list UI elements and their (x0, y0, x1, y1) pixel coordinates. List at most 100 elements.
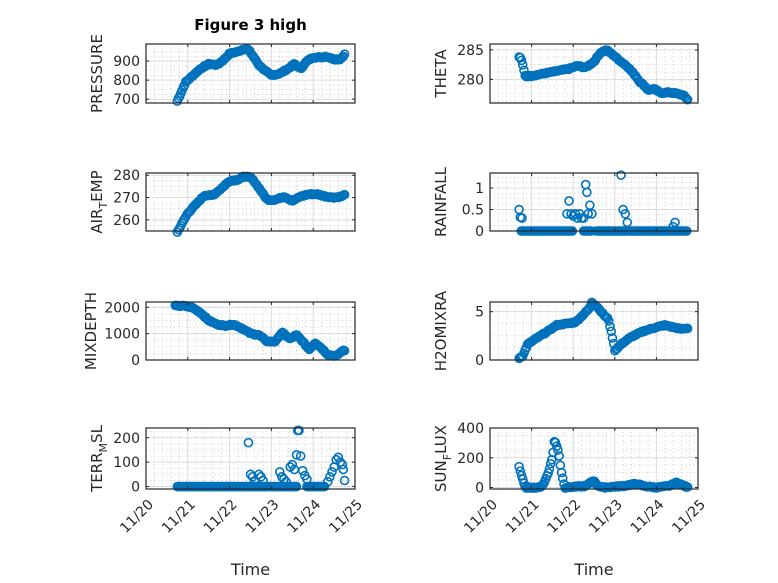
panel-h2omixra: 0 5 H2OMIXRA (432, 290, 699, 371)
data-point (258, 475, 268, 486)
y-tick-label: 200 (457, 451, 484, 467)
x-tick-label: 11/24 (284, 497, 324, 537)
y-label-subscript: T (97, 202, 110, 210)
axes-box (489, 172, 699, 232)
axes-box (489, 427, 699, 490)
y-axis-label: TERRMSL (88, 424, 110, 493)
data-point (517, 213, 527, 223)
data-point (604, 316, 614, 326)
data-point (682, 323, 693, 334)
series-terr_msl (172, 425, 350, 492)
y-label-text: MIXDEPTH (82, 292, 100, 370)
y-tick-label: 0.5 (462, 203, 484, 219)
data-point (556, 467, 567, 478)
data-point (297, 465, 308, 476)
y-label-subscript: F (441, 454, 454, 460)
data-point (682, 94, 693, 105)
y-axis-label: SUNFLUX (432, 425, 454, 492)
data-point (585, 200, 595, 211)
x-axis-label: Time (230, 560, 270, 579)
y-tick-label: 285 (457, 43, 484, 59)
y-axis-label: MIXDEPTH (82, 292, 100, 370)
data-point (583, 209, 593, 219)
data-point (553, 445, 563, 455)
x-tick-label: 11/23 (586, 497, 626, 537)
y-tick-label: 1 (475, 181, 484, 197)
y-label-text: AIR (88, 209, 106, 234)
figure-title: Figure 3 high (194, 16, 307, 34)
series-h2omixra (514, 297, 693, 364)
x-tick-label: 11/20 (461, 497, 501, 537)
series-pressure (172, 44, 350, 106)
data-point (291, 450, 302, 460)
data-point (680, 92, 690, 102)
y-tick-label: 1000 (104, 327, 140, 343)
data-point (294, 425, 304, 436)
data-point (279, 474, 289, 485)
panel-theta: 280 285 THETA (432, 43, 699, 105)
data-point (554, 451, 564, 461)
series-mixdepth (170, 300, 350, 361)
x-tick-label: 11/25 (326, 497, 366, 537)
y-axis-label: H2OMIXRA (432, 290, 450, 371)
y-tick-label: 900 (113, 54, 140, 70)
data-point (543, 468, 554, 478)
y-tick-label: 0 (131, 353, 140, 369)
y-label-text: H2OMIXRA (432, 290, 450, 371)
data-point (327, 467, 337, 477)
y-label-text: EMP (88, 170, 106, 201)
series-sun_flux (514, 436, 693, 493)
y-axis-label: THETA (432, 49, 450, 99)
data-point (274, 467, 285, 477)
data-point (616, 170, 626, 180)
y-axis-label: RAINFALL (432, 166, 450, 237)
data-point (339, 475, 350, 486)
y-tick-label: 270 (113, 191, 140, 207)
x-axis-label: Time (573, 560, 613, 579)
data-point (620, 209, 631, 219)
panel-rainfall: 0 0.5 1 RAINFALL (432, 166, 699, 240)
axes-box (145, 43, 356, 104)
y-tick-label: 700 (113, 92, 140, 108)
y-tick-label: 0 (475, 353, 484, 369)
data-point (607, 333, 618, 343)
y-label-text: SUN (432, 460, 450, 492)
data-point (587, 209, 597, 219)
y-tick-label: 0 (475, 481, 484, 497)
data-point (564, 196, 574, 206)
data-point (283, 481, 293, 492)
data-point (670, 217, 680, 228)
data-point (582, 187, 592, 198)
y-tick-label: 280 (457, 72, 484, 88)
y-axis-label: PRESSURE (88, 34, 106, 113)
data-point (339, 49, 350, 59)
y-label-text: TERR (88, 452, 106, 493)
panel-pressure: 700 800 900 PRESSURE Figure 3 high (88, 16, 356, 113)
data-point (302, 474, 312, 485)
data-point (606, 326, 617, 337)
y-label-text: SL (88, 424, 106, 443)
data-point (682, 482, 693, 492)
series-air_temp (172, 171, 350, 237)
data-point (514, 461, 524, 472)
x-tick-label: 11/22 (544, 497, 584, 537)
y-tick-label: 0 (131, 480, 140, 496)
data-point (545, 458, 556, 469)
data-point (281, 476, 291, 487)
x-tick-label: 11/20 (117, 497, 157, 537)
x-tick-label: 11/23 (243, 497, 283, 537)
y-axis-label: AIRTEMP (88, 170, 110, 233)
y-tick-label: 0 (475, 224, 484, 240)
y-tick-label: 100 (113, 455, 140, 471)
data-point (337, 459, 348, 470)
data-point (339, 189, 350, 200)
x-tick-label: 11/21 (503, 497, 543, 537)
y-label-text: PRESSURE (88, 34, 106, 113)
data-point (333, 452, 344, 463)
x-tick-label: 11/24 (628, 497, 668, 537)
